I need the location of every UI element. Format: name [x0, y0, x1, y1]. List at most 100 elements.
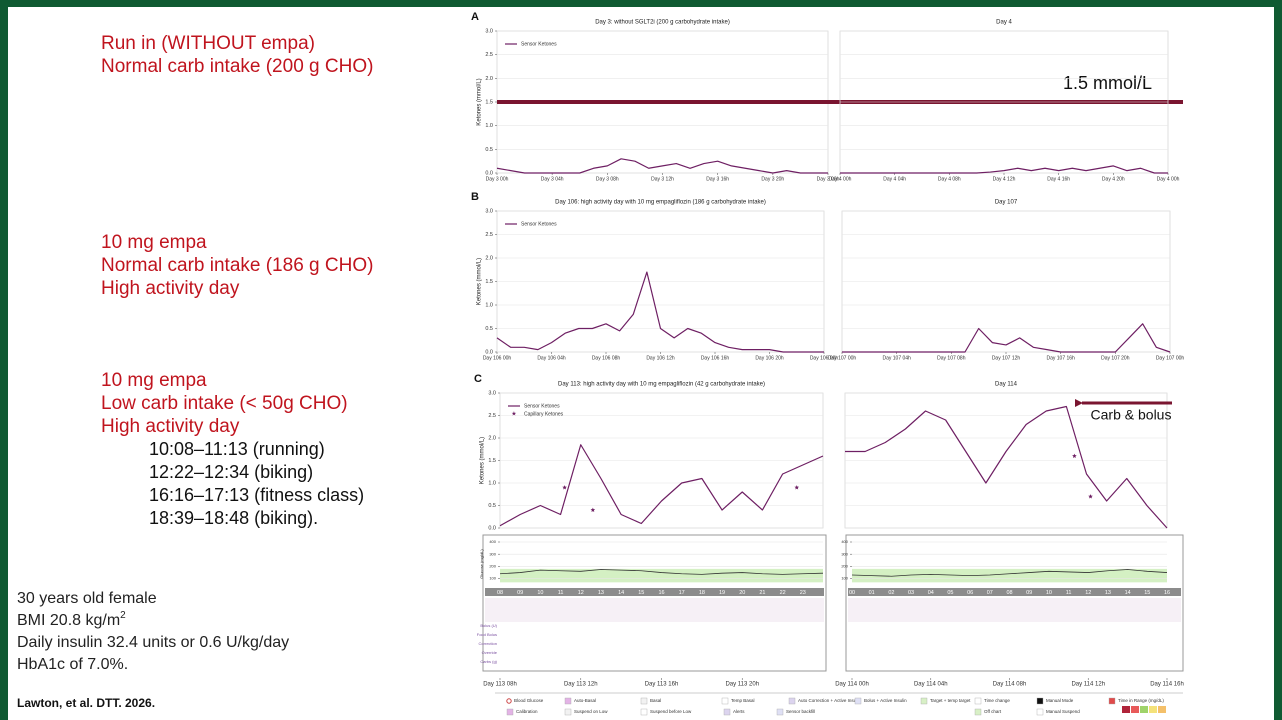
y-tick-label: 3.0: [488, 390, 496, 396]
range-swatch: [1158, 706, 1166, 713]
row-label: Override: [482, 650, 498, 655]
legend-label: Manual Suspend: [1046, 709, 1080, 714]
basal-row: [848, 598, 1181, 622]
y-axis-label: Glucose (mg/dL): [479, 549, 484, 579]
legend-symbol: [564, 697, 572, 705]
y-tick-label: 1.0: [488, 480, 496, 486]
condition-line: 10 mg empa: [101, 370, 207, 391]
hour-label: 05: [947, 590, 953, 596]
legend-label: Bolus + Active Insulin: [864, 698, 907, 703]
x-tick-label: Day 107 12h: [992, 355, 1021, 361]
capillary-point: [794, 485, 800, 490]
pump-frame: [482, 534, 827, 672]
y-tick-label: 100: [489, 576, 496, 581]
glucose-line: [499, 569, 824, 575]
x-tick-label: Day 106 16h: [701, 355, 730, 361]
legend-label: Suspend on Low: [574, 709, 608, 714]
chart-title: Day 107: [995, 200, 1018, 206]
y-tick-label: 2.5: [488, 413, 496, 419]
x-tick-label: Day 107 20h: [1101, 355, 1130, 361]
hour-label: 08: [497, 590, 503, 596]
chart-panel: B Day 106: high activity day with 10 mg e…: [471, 191, 838, 361]
legend-label: Off chart: [984, 709, 1002, 714]
legend-label: Sensor Ketones: [521, 221, 557, 227]
schedule-line: 18:39–18:48 (biking).: [149, 508, 318, 528]
ketone-line: [499, 444, 824, 527]
panel-letter: A: [471, 11, 479, 23]
x-tick-label: Day 3 20h: [761, 176, 784, 182]
x-tick-label: Day 114 12h: [1071, 682, 1105, 688]
x-tick-label: Day 113 20h: [725, 682, 759, 688]
y-tick-label: 2.0: [488, 435, 496, 441]
schedule-line: 10:08–11:13 (running): [149, 439, 325, 459]
hour-label: 19: [719, 590, 725, 596]
y-tick-label: 1.5: [485, 99, 493, 105]
patient-line: HbA1c of 7.0%.: [17, 656, 128, 673]
legend-label: Capillary Ketones: [524, 411, 564, 417]
range-swatch: [1122, 706, 1130, 713]
condition-line: Normal carb intake (200 g CHO): [101, 56, 373, 77]
condition-line: Low carb intake (< 50g CHO): [101, 393, 348, 414]
hour-label: 12: [578, 590, 584, 596]
legend-symbol: [564, 708, 572, 716]
hour-label: 14: [618, 590, 624, 596]
ketone-line: [845, 405, 1168, 529]
x-tick-label: Day 4 16h: [1047, 176, 1070, 182]
condition-line: Run in (WITHOUT empa): [101, 33, 315, 54]
x-tick-label: Day 4 12h: [993, 176, 1016, 182]
hour-label: 10: [537, 590, 543, 596]
x-tick-label: Day 107 04h: [882, 355, 911, 361]
x-tick-label: Day 114 04h: [914, 682, 948, 688]
hour-label: 16: [658, 590, 664, 596]
hour-label: 15: [1144, 590, 1150, 596]
x-tick-label: Day 107 00h: [828, 355, 857, 361]
hour-label: 23: [800, 590, 806, 596]
y-tick-label: 300: [489, 551, 496, 556]
reference-label: 1.5 mmol/L: [1063, 73, 1152, 93]
hour-bar: [848, 588, 1181, 596]
hour-label: 13: [1105, 590, 1111, 596]
chart-title: Day 106: high activity day with 10 mg em…: [555, 200, 766, 206]
legend-label: Time in Range (mg/dL): [1118, 698, 1164, 703]
ketone-line: [496, 271, 824, 353]
hour-label: 11: [1066, 590, 1072, 596]
legend-label: Time change: [984, 698, 1010, 703]
y-tick-label: 1.5: [485, 279, 493, 285]
hour-label: 13: [598, 590, 604, 596]
range-swatch: [1140, 706, 1148, 713]
x-tick-label: Day 4 20h: [1102, 176, 1125, 182]
chart-panel: A Day 3: without SGLT2i (200 g carbohydra…: [471, 11, 1183, 182]
panel-letter: C: [474, 373, 482, 385]
hour-label: 08: [1006, 590, 1012, 596]
legend-symbol: [974, 708, 982, 716]
y-tick-label: 2.0: [485, 255, 493, 261]
target-band: [500, 568, 823, 583]
x-tick-label: Day 106 00h: [810, 355, 839, 361]
hour-label: 16: [1164, 590, 1170, 596]
ketone-line: [496, 158, 828, 174]
superscript: 2: [120, 610, 126, 621]
ketone-line: [840, 165, 1168, 174]
x-tick-label: Day 114 16h: [1150, 682, 1184, 688]
slide-text: Run in (WITHOUT empa) Normal carb intake…: [17, 33, 373, 710]
hour-label: 15: [638, 590, 644, 596]
condition-line: 10 mg empa: [101, 232, 207, 253]
citation: Lawton, et al. DTT. 2026.: [17, 696, 155, 710]
chart-panel: Day 114 Carb & bolus: [844, 382, 1172, 529]
legend-symbol: [854, 697, 862, 705]
chart-panel: Day 107 Day 107 00h Day 107 04h Day 107 08h…: [828, 200, 1185, 362]
row-label: Carbs (g): [480, 659, 497, 664]
x-tick-label: Day 106 00h: [483, 355, 512, 361]
chart-title: Day 4: [996, 20, 1012, 26]
row-label: Food Bolus: [477, 632, 497, 637]
y-tick-label: 1.5: [488, 458, 496, 464]
y-tick-label: 0.5: [485, 326, 493, 332]
legend-label: Blood Glucose: [514, 698, 544, 703]
y-tick-label: 100: [841, 576, 848, 581]
x-tick-label: Day 113 16h: [645, 682, 679, 688]
legend-label: Suspend before Low: [650, 709, 692, 714]
x-tick-label: Day 3 00h: [817, 176, 840, 182]
range-swatch: [1149, 706, 1157, 713]
hour-label: 00: [849, 590, 855, 596]
